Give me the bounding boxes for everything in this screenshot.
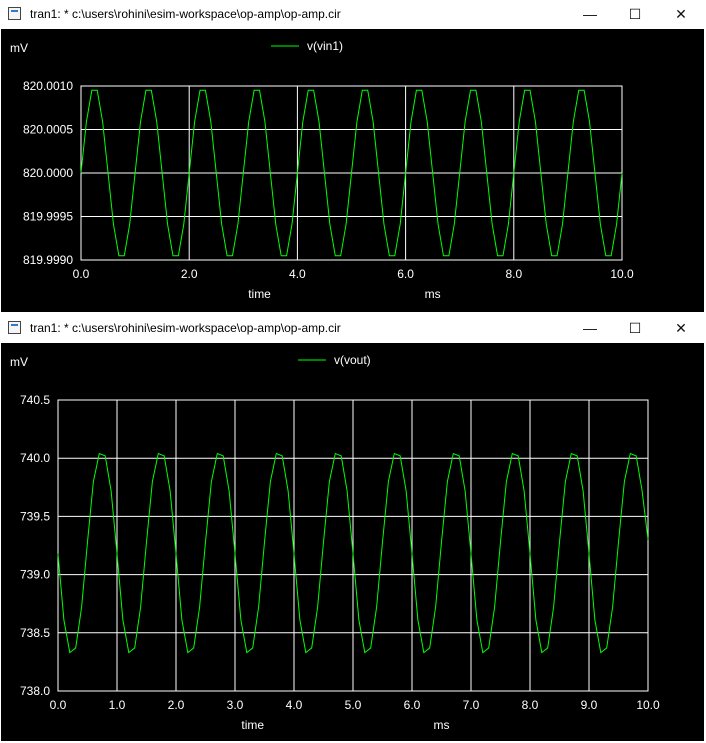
title-bar[interactable]: tran1: * c:\users\rohini\esim-workspace\… — [0, 0, 706, 28]
x-tick-label: 10.0 — [636, 698, 660, 712]
x-axis-unit: ms — [434, 718, 450, 732]
x-tick-label: 10.0 — [610, 267, 634, 281]
app-icon — [8, 321, 21, 334]
y-tick-label: 739.5 — [20, 509, 50, 523]
minimize-button[interactable]: — — [583, 320, 597, 336]
waveform-plot-vin1[interactable]: 0.0 2.0 4.0 6.0 8.0 10.0 819.9990 819.9995 820.0… — [1, 29, 704, 312]
title-bar[interactable]: tran1: * c:\users\rohini\esim-workspace\… — [0, 314, 706, 342]
x-axis-label: time — [248, 287, 271, 301]
legend-label: v(vout) — [334, 353, 371, 367]
y-unit-label: mV — [10, 355, 28, 369]
legend-label: v(vin1) — [307, 39, 343, 53]
x-tick-label: 2.0 — [181, 267, 198, 281]
x-tick-label: 1.0 — [109, 698, 126, 712]
window-title: tran1: * c:\users\rohini\esim-workspace\… — [30, 321, 341, 335]
x-axis-unit: ms — [425, 287, 441, 301]
y-unit-label: mV — [10, 41, 28, 55]
y-tick-label: 819.9995 — [23, 210, 73, 224]
x-tick-label: 4.0 — [286, 698, 303, 712]
minimize-button[interactable]: — — [583, 6, 597, 22]
app-icon — [8, 7, 21, 20]
plot-window-vout: tran1: * c:\users\rohini\esim-workspace\… — [0, 314, 706, 743]
series-line — [80, 89, 623, 257]
x-tick-label: 7.0 — [463, 698, 480, 712]
maximize-button[interactable]: ☐ — [628, 6, 642, 22]
x-tick-label: 8.0 — [505, 267, 522, 281]
x-tick-label: 0.0 — [73, 267, 90, 281]
y-tick-label: 738.0 — [20, 684, 50, 698]
plot-window-vin1: tran1: * c:\users\rohini\esim-workspace\… — [0, 0, 706, 313]
x-tick-label: 6.0 — [404, 698, 421, 712]
close-button[interactable]: ✕ — [675, 320, 687, 336]
y-tick-label: 820.0005 — [23, 123, 73, 137]
x-tick-label: 4.0 — [289, 267, 306, 281]
x-tick-label: 3.0 — [227, 698, 244, 712]
x-axis-label: time — [241, 718, 264, 732]
y-tick-label: 820.0010 — [23, 79, 73, 93]
x-tick-label: 0.0 — [50, 698, 67, 712]
y-tick-label: 739.0 — [20, 568, 50, 582]
x-tick-label: 6.0 — [397, 267, 414, 281]
y-tick-label: 740.0 — [20, 451, 50, 465]
close-button[interactable]: ✕ — [675, 6, 687, 22]
y-tick-label: 819.9990 — [23, 253, 73, 267]
x-tick-label: 5.0 — [345, 698, 362, 712]
y-tick-label: 820.0000 — [23, 166, 73, 180]
x-tick-label: 9.0 — [581, 698, 598, 712]
maximize-button[interactable]: ☐ — [628, 320, 642, 336]
window-title: tran1: * c:\users\rohini\esim-workspace\… — [30, 7, 341, 21]
x-tick-label: 8.0 — [522, 698, 539, 712]
y-tick-label: 738.5 — [20, 626, 50, 640]
waveform-plot-vout[interactable]: 0.0 1.0 2.0 3.0 4.0 5.0 6.0 7.0 8.0 9.0 10.0 738.0 7… — [1, 343, 704, 741]
y-tick-label: 740.5 — [20, 393, 50, 407]
x-tick-label: 2.0 — [168, 698, 185, 712]
plot-background — [1, 29, 704, 312]
series-line — [57, 452, 649, 654]
